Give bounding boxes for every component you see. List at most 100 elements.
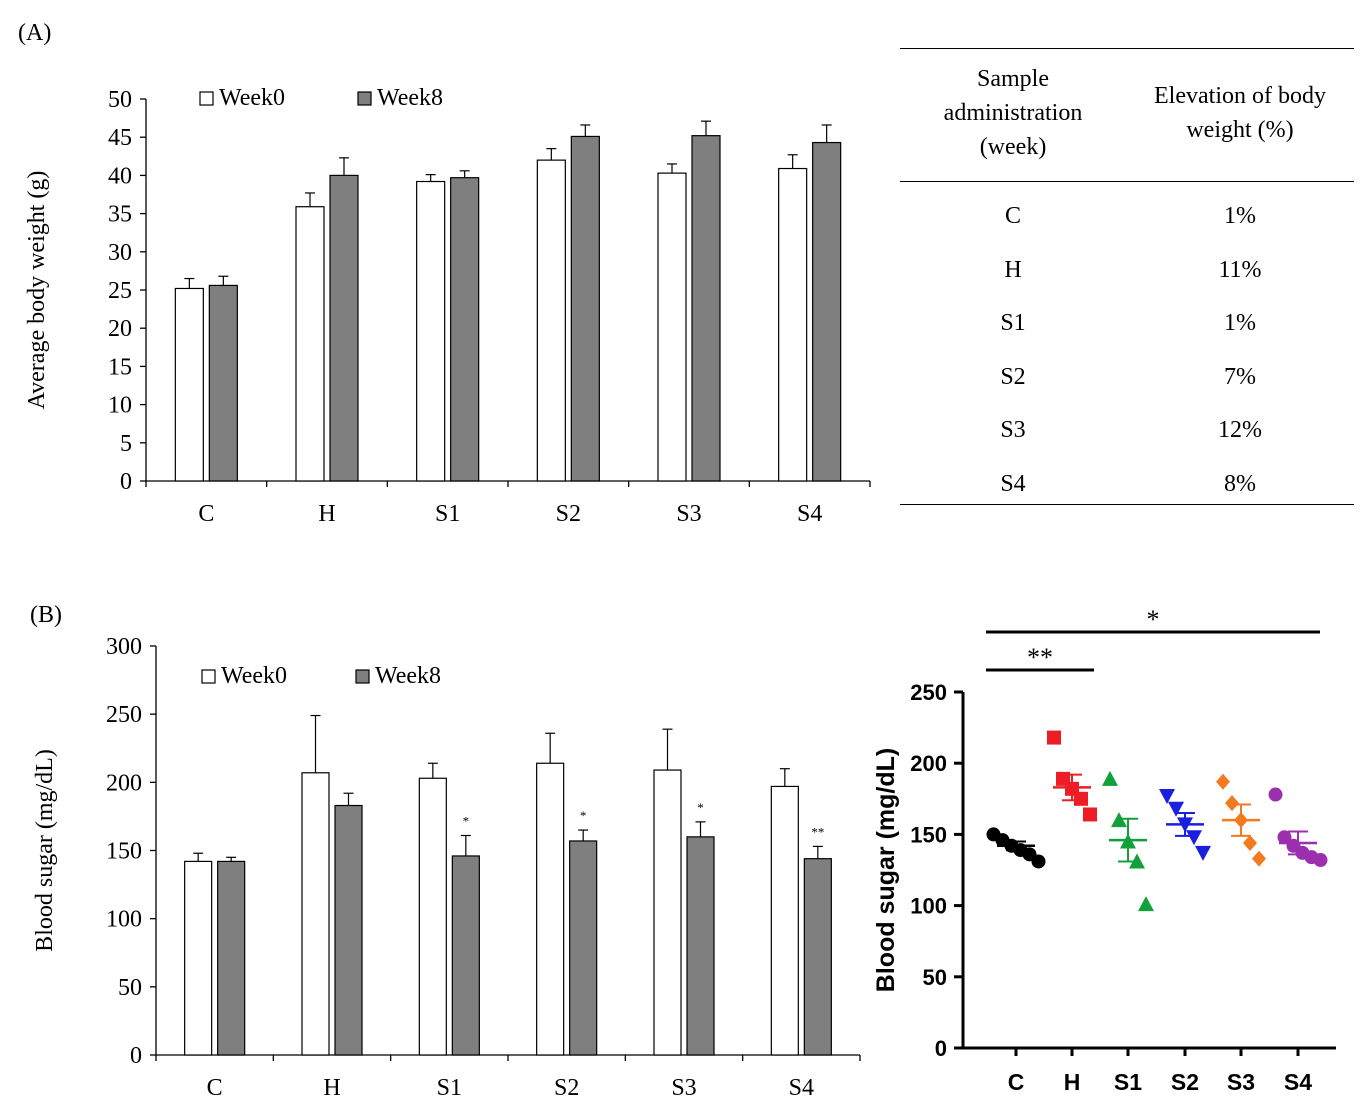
x-tick-label: C [1008,1069,1025,1095]
data-point-c [1031,854,1046,869]
bar-week8-h [329,174,359,482]
x-tick-label: C [198,501,214,527]
table-header-col2-line1: Elevation of body [1154,83,1326,109]
data-point-s2 [1168,801,1184,817]
table-cell-elevation: 1% [1224,310,1256,337]
table-row: H 11% [900,247,1354,301]
bar-week8-c [208,284,238,482]
table-header-col1-line3: (week) [979,134,1047,160]
table-cell-group: S3 [1000,417,1026,444]
bar-week8-s1 [450,177,480,482]
bar-week0-s4 [770,785,799,1056]
legend-label-week0: Week0 [219,85,285,111]
y-tick-label: 5 [120,431,132,457]
x-tick-label: C [207,1075,223,1101]
bar-week8-s1 [451,855,480,1056]
table-header-rule [900,181,1354,182]
legend-label-week8: Week8 [377,85,443,111]
bar-week0-c [174,287,204,482]
x-tick-label: S3 [676,501,701,527]
y-tick-label: 250 [106,702,142,728]
data-point-h [1074,791,1088,806]
y-tick-label: 0 [935,1036,947,1061]
y-tick-label: 200 [910,751,947,776]
data-point-s3 [1225,795,1239,812]
table-header-col1: Sample administration (week) [900,62,1126,164]
x-tick-label: S3 [671,1075,696,1101]
x-tick-label: H [1064,1069,1081,1095]
significance-mark: * [463,814,470,829]
weight-elevation-table: Sample administration (week) Elevation o… [900,48,1354,508]
y-tick-label: 100 [106,907,142,933]
bar-week0-s3 [657,172,687,482]
y-tick-label: 150 [910,822,947,847]
data-point-s2 [1159,788,1175,804]
data-point-s4 [1277,830,1292,845]
table-cell-group: S4 [1000,470,1026,497]
table-top-rule [900,48,1354,49]
y-tick-label: 25 [108,278,132,304]
y-tick-label: 10 [108,393,132,419]
bar-week0-s2 [536,762,565,1056]
legend-label-week8: Week8 [375,663,441,689]
y-tick-label: 0 [130,1043,142,1069]
bar-week0-c [184,860,213,1056]
y-tick-label: 0 [120,469,132,495]
bar-week0-s1 [418,777,447,1056]
y-tick-label: 250 [910,680,947,705]
legend-swatch-week0 [201,669,216,684]
x-tick-label: S4 [1284,1069,1312,1095]
legend-swatch-week8 [357,91,372,106]
y-tick-label: 15 [108,354,132,380]
significance-mark: * [580,808,587,823]
y-tick-label: 30 [108,240,132,266]
table-cell-elevation: 8% [1224,470,1256,497]
table-body: C 1% H 11% S1 1% S2 7% S3 12% S4 8% [900,193,1354,515]
table-cell-elevation: 7% [1224,363,1256,390]
x-tick-label: S1 [435,501,460,527]
data-point-s2 [1186,830,1202,846]
bar-week0-s3 [653,769,682,1056]
y-tick-label: 50 [118,975,142,1001]
bar-week0-h [295,206,325,482]
bar-week8-s2 [570,135,600,482]
bar-week0-s1 [416,180,446,482]
panel-label-a: (A) [18,20,52,46]
y-axis-title: Blood sugar (mg/dL) [872,748,900,992]
y-axis-title: Blood sugar (mg/dL) [32,749,58,952]
y-tick-label: 100 [910,894,947,919]
data-point-s1 [1102,770,1118,786]
x-tick-label: S2 [556,501,581,527]
data-point-s2 [1195,845,1211,861]
y-tick-label: 40 [108,163,132,189]
table-cell-group: S2 [1000,363,1026,390]
legend-swatch-week0 [199,91,214,106]
x-tick-label: S1 [437,1075,462,1101]
table-cell-elevation: 1% [1224,203,1256,229]
bar-week0-s2 [536,159,566,482]
bar-week0-s4 [778,167,808,482]
significance-mark: ** [811,824,824,839]
data-point-h [1083,807,1097,822]
bar-week8-s4 [803,858,832,1056]
bar-week8-c [217,860,246,1056]
bar-week8-s2 [569,840,598,1056]
y-tick-label: 35 [108,202,132,228]
data-point-s4 [1268,787,1283,802]
table-cell-elevation: 11% [1218,256,1262,283]
y-tick-label: 50 [108,87,132,113]
legend-label-week0: Week0 [221,663,287,689]
data-point-s3 [1216,773,1230,790]
table-cell-elevation: 12% [1218,417,1262,444]
x-tick-label: H [318,501,335,527]
table-header-col1-line1: Sample [977,66,1049,92]
bar-week0-h [301,772,330,1056]
table-row: S1 1% [900,300,1354,354]
bar-week8-h [334,804,363,1056]
panel-label-b: (B) [30,602,62,628]
x-tick-label: S2 [1171,1069,1199,1095]
table-row: S2 7% [900,354,1354,408]
table-bottom-rule [900,504,1354,505]
data-point-s3 [1252,850,1266,867]
table-header-col1-line2: administration [943,100,1083,126]
